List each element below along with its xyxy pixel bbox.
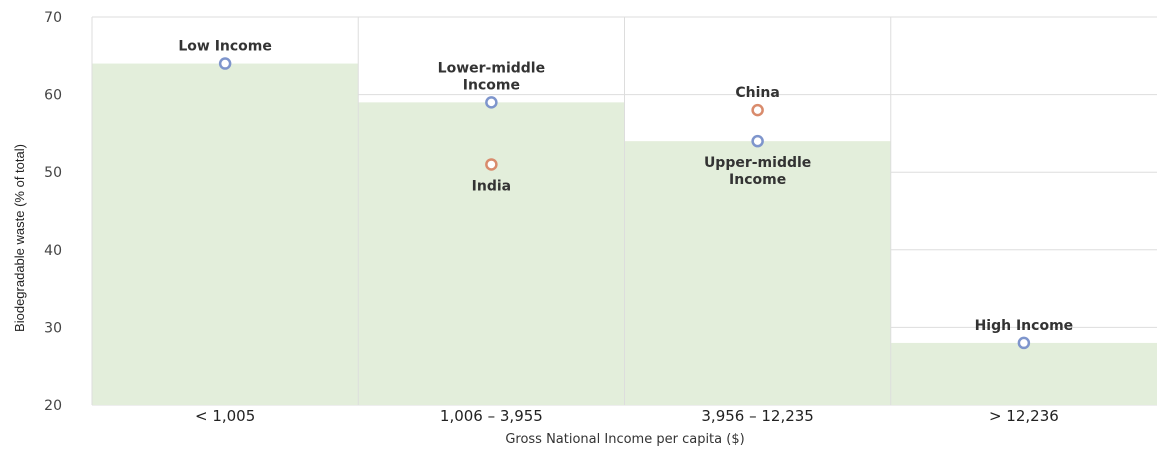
y-axis-ticks: 20 30 40 50 60 70 xyxy=(44,10,62,414)
y-tick-label: 40 xyxy=(44,243,62,259)
data-point-marker xyxy=(751,103,764,117)
bar xyxy=(358,102,625,406)
y-tick-label: 70 xyxy=(44,10,62,26)
bar xyxy=(92,63,359,406)
data-point-label: Income xyxy=(729,172,786,188)
data-point-label: Income xyxy=(463,77,520,93)
y-tick-label: 20 xyxy=(44,398,62,414)
y-tick-label: 30 xyxy=(44,320,62,336)
data-point-marker xyxy=(485,96,498,109)
y-tick-label: 60 xyxy=(44,88,62,104)
y-axis-label: Biodegradable waste (% of total) xyxy=(12,144,27,332)
data-points: Low IncomeLower-middleIncomeIndiaChinaUp… xyxy=(178,39,1074,350)
x-axis-categories: < 1,005 1,006 – 3,955 3,956 – 12,235 > 12,2… xyxy=(195,407,1059,425)
data-point-marker xyxy=(751,134,764,148)
x-axis-label: Gross National Income per capita ($) xyxy=(505,432,744,447)
bars xyxy=(92,63,1157,406)
data-point-label: Low Income xyxy=(178,39,272,55)
x-tick-label: 3,956 – 12,235 xyxy=(701,407,813,425)
x-tick-label: 1,006 – 3,955 xyxy=(440,407,543,425)
category-dividers xyxy=(91,17,892,405)
data-point-marker xyxy=(1017,336,1031,350)
data-point-label: High Income xyxy=(975,318,1074,334)
data-point-marker xyxy=(218,57,232,70)
data-point-label: Lower-middle xyxy=(438,60,545,76)
data-point-label: India xyxy=(472,178,511,194)
data-point-marker xyxy=(485,158,498,171)
data-point-label: China xyxy=(735,85,779,101)
data-point-label: Upper-middle xyxy=(704,155,811,171)
y-tick-label: 50 xyxy=(44,165,62,181)
bar xyxy=(624,141,891,405)
x-tick-label: < 1,005 xyxy=(195,407,255,425)
x-tick-label: > 12,236 xyxy=(989,407,1059,425)
bar xyxy=(890,342,1157,405)
